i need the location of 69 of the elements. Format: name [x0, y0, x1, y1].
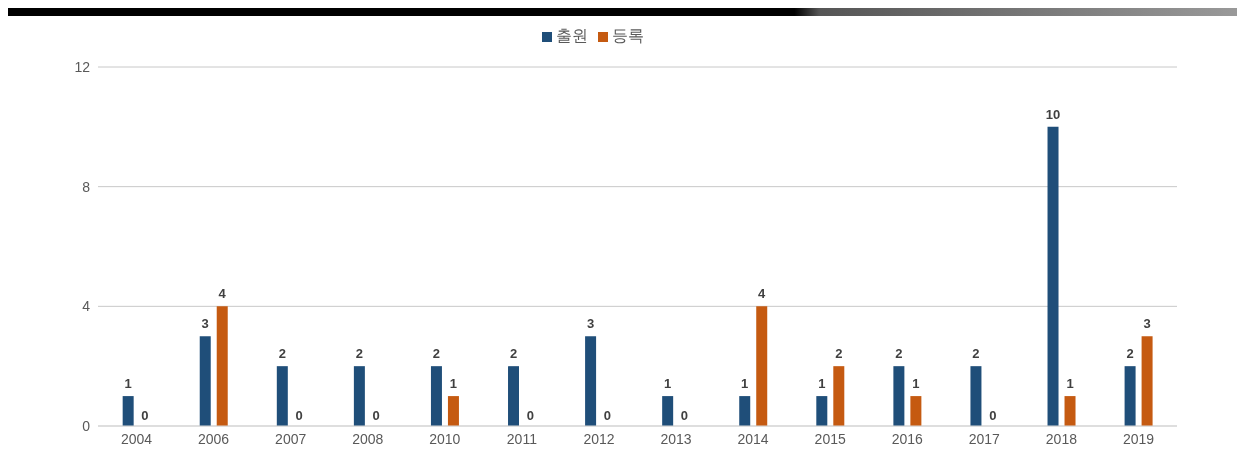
x-tick-label: 2015	[814, 430, 846, 447]
data-label: 10	[1045, 106, 1061, 122]
data-label: 0	[372, 408, 380, 423]
bar	[199, 336, 211, 426]
bar	[216, 306, 228, 426]
y-tick-label: 8	[82, 178, 91, 195]
x-tick-label: 2018	[1045, 430, 1078, 447]
bar	[662, 396, 674, 426]
bar	[910, 396, 922, 426]
data-label: 1	[818, 376, 826, 392]
bar	[276, 366, 288, 426]
x-tick-label: 2008	[352, 430, 384, 447]
data-label: 0	[680, 408, 689, 423]
data-label: 4	[758, 286, 767, 302]
x-tick-label: 2019	[1122, 430, 1155, 447]
data-label: 1	[124, 376, 132, 392]
data-label: 0	[603, 408, 612, 423]
data-label: 2	[509, 346, 518, 362]
bar	[353, 366, 365, 426]
data-label: 0	[141, 408, 149, 423]
data-label: 1	[741, 376, 749, 392]
bar	[756, 306, 768, 426]
bar	[508, 366, 520, 426]
legend-label: 출원	[555, 27, 588, 44]
bar	[430, 366, 442, 426]
x-tick-label: 2016	[891, 430, 924, 447]
x-tick-label: 2007	[275, 430, 307, 447]
x-tick-label: 2004	[120, 430, 153, 447]
bar	[833, 366, 845, 426]
bar	[447, 396, 459, 426]
data-label: 0	[989, 408, 997, 423]
data-label: 2	[835, 346, 843, 362]
data-label: 1	[664, 376, 672, 392]
bar	[1141, 336, 1153, 426]
data-label: 2	[972, 346, 980, 362]
data-label: 3	[201, 316, 209, 332]
bar	[970, 366, 982, 426]
bar	[1047, 126, 1059, 426]
data-label: 2	[355, 346, 363, 362]
bar	[816, 396, 828, 426]
legend-label: 등록	[611, 27, 644, 44]
bar	[893, 366, 905, 426]
data-label: 1	[449, 376, 458, 392]
data-label: 1	[912, 376, 920, 392]
x-tick-label: 2006	[198, 430, 230, 447]
data-label: 1	[1066, 376, 1074, 392]
data-label: 3	[1143, 316, 1151, 332]
x-tick-label: 2013	[660, 430, 692, 447]
y-tick-label: 4	[82, 298, 91, 315]
x-tick-label: 2014	[737, 430, 769, 447]
bar	[739, 396, 751, 426]
bar	[1124, 366, 1136, 426]
x-tick-label: 2010	[429, 430, 461, 447]
y-tick-label: 0	[82, 417, 91, 434]
data-label: 3	[586, 316, 595, 332]
y-tick-label: 12	[74, 58, 91, 75]
data-label: 0	[295, 408, 303, 423]
data-label: 4	[218, 286, 227, 302]
bar	[122, 396, 134, 426]
data-label: 2	[895, 346, 903, 362]
data-label: 2	[432, 346, 441, 362]
x-tick-label: 2017	[968, 430, 1001, 447]
bar	[1064, 396, 1076, 426]
x-tick-label: 2011	[506, 430, 538, 447]
bar	[585, 336, 597, 426]
x-tick-label: 2012	[583, 430, 615, 447]
data-label: 0	[526, 408, 534, 423]
data-label: 2	[278, 346, 286, 362]
data-label: 2	[1126, 346, 1134, 362]
